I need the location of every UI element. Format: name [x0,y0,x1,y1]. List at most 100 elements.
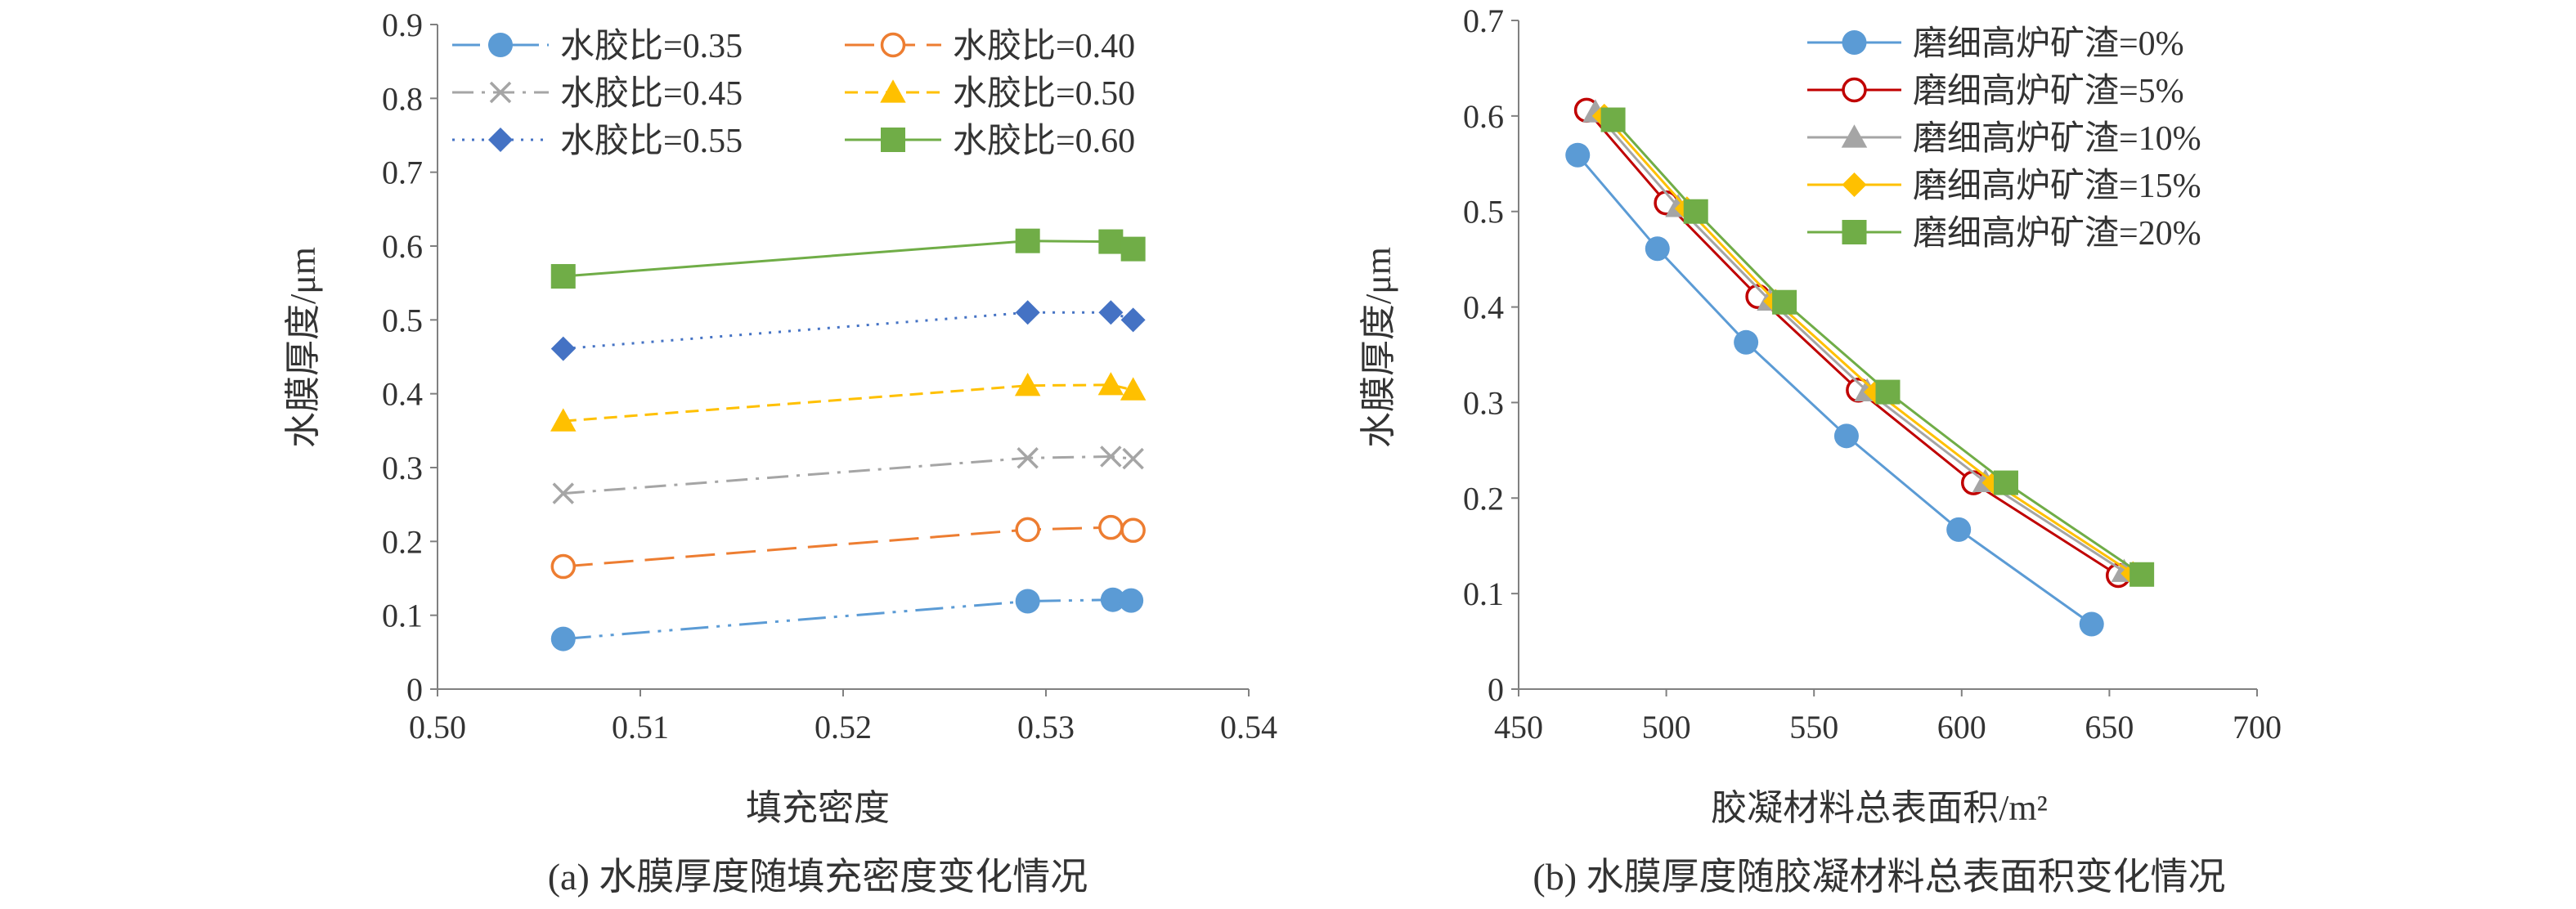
y-tick-label: 0.1 [382,598,423,634]
data-point [1100,587,1125,612]
data-point [1122,447,1144,470]
x-tick-label: 0.53 [1017,709,1075,746]
data-point [1120,236,1146,262]
data-point [552,482,574,504]
data-point [1120,517,1146,544]
chart-b-xlabel: 胶凝材料总表面积/m² [1711,788,2048,828]
legend-label: 水胶比=0.35 [560,27,743,65]
chart-a-xlabel: 填充密度 [746,788,890,828]
data-point [550,264,576,289]
data-point [1015,517,1040,543]
series-line [563,454,1133,495]
data-point [1600,107,1626,132]
data-point [1119,588,1144,613]
legend-label: 水胶比=0.60 [953,122,1135,160]
legend-marker [1842,77,1867,103]
y-tick-label: 0.6 [1463,98,1504,135]
data-point [1098,229,1124,254]
y-tick-label: 0.7 [382,154,423,191]
series-line [563,311,1134,351]
legend-label: 磨细高炉矿渣=15% [1913,168,2201,205]
legend-marker [1841,124,1868,148]
chart-a-legend: 水胶比=0.35 水胶比=0.40 水胶比=0.45 水胶比=0.50 水胶比=0.55… [452,27,1135,160]
data-point [1098,514,1124,540]
legend-marker [880,32,906,58]
series-line [1603,114,2134,575]
chart-b-ylabel: 水膜厚度/μm [1358,247,1398,448]
y-tick-label: 0 [406,671,423,708]
legend-label: 水胶比=0.45 [560,74,743,113]
y-tick-label: 0.3 [1463,384,1504,421]
data-point [550,336,576,361]
data-point [1645,236,1670,262]
legend-label: 磨细高炉矿渣=20% [1913,215,2201,253]
data-point [1875,379,1901,405]
data-point [1120,307,1146,333]
x-tick-label: 0.51 [612,709,669,746]
y-tick-label: 0.8 [382,80,423,117]
data-point [1772,289,1797,315]
data-point [1098,300,1124,325]
data-point [1565,142,1591,168]
data-point [1946,517,1972,542]
series-line [563,240,1134,278]
chart-a-series [550,228,1147,652]
legend-label: 磨细高炉矿渣=0% [1913,25,2184,63]
legend-marker [489,81,512,104]
x-tick-label: 700 [2233,709,2282,746]
y-tick-label: 0.4 [1463,289,1504,326]
data-point [1734,329,1759,355]
data-point [2129,562,2155,587]
series-line [1594,111,2125,573]
x-tick-label: 0.54 [1220,709,1277,746]
y-tick-label: 0.5 [382,302,423,338]
legend-label: 磨细高炉矿渣=5% [1913,73,2184,110]
y-tick-label: 0.5 [1463,194,1504,231]
series-line [1577,154,2093,625]
x-tick-label: 550 [1789,709,1838,746]
x-tick-label: 0.52 [815,709,872,746]
x-tick-label: 0.50 [409,709,466,746]
chart-a-axes: 0 0.1 0.2 0.3 0.4 0.5 0.6 0.7 0.8 0.9 0.50 0.51 0.52… [382,7,1277,746]
legend-marker [881,128,905,152]
y-tick-label: 0.2 [1463,480,1504,517]
legend-marker [1842,172,1867,197]
legend-marker [880,79,906,103]
series-line [563,383,1133,423]
data-point [550,553,577,580]
legend-label: 水胶比=0.55 [560,122,743,160]
series-line [563,526,1133,568]
data-point [1015,228,1040,253]
legend-marker [488,33,513,57]
x-tick-label: 450 [1494,709,1543,746]
chart-a-ylabel: 水膜厚度/μm [283,247,323,448]
y-tick-label: 0 [1488,671,1504,708]
data-point [1016,447,1039,469]
data-point [1993,470,2018,495]
series-line [1585,109,2120,577]
data-point [550,626,576,652]
legend-marker [488,128,513,152]
x-tick-label: 600 [1937,709,1986,746]
data-point [1014,372,1041,396]
y-tick-label: 0.2 [382,523,423,560]
data-point [1683,199,1708,224]
y-tick-label: 0.9 [382,7,423,43]
chart-b: 0 0.1 0.2 0.3 0.4 0.5 0.6 0.7 450 500 550 600 650 700… [1358,2,2282,898]
chart-b-legend: 磨细高炉矿渣=0% 磨细高炉矿渣=5% 磨细高炉矿渣=10% 磨细高炉矿渣=15% 磨细… [1807,25,2201,253]
y-tick-label: 0.3 [382,450,423,486]
legend-label: 水胶比=0.40 [953,27,1135,65]
chart-a-caption: (a) 水膜厚度随填充密度变化情况 [548,856,1088,898]
data-point [1833,423,1859,449]
data-point [1097,372,1124,396]
data-point [550,408,577,432]
chart-b-series [1565,97,2155,637]
y-tick-label: 0.1 [1463,575,1504,612]
data-point [1100,446,1122,468]
legend-marker [1842,30,1867,55]
data-point [1015,589,1040,614]
series-line [563,598,1132,641]
legend-label: 磨细高炉矿渣=10% [1913,120,2201,158]
legend-marker [1842,220,1867,244]
